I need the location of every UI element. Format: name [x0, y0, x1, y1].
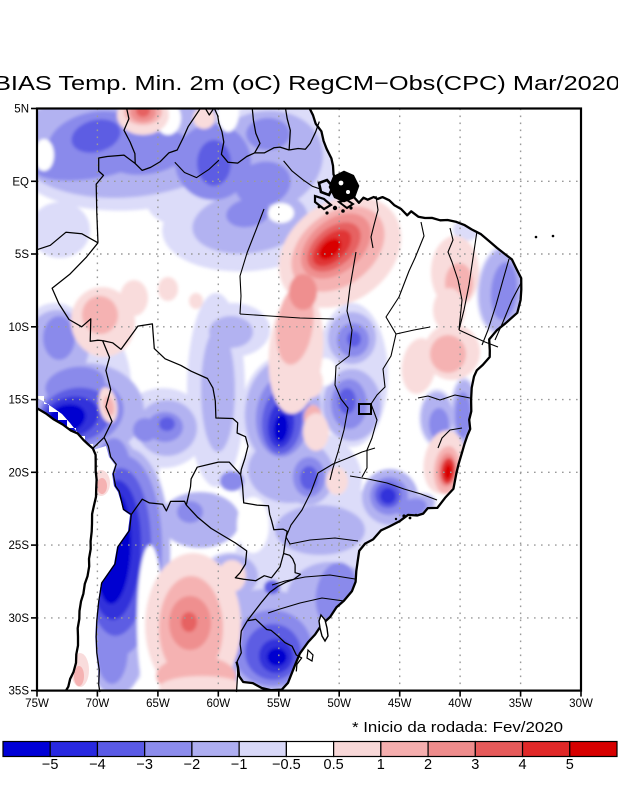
svg-text:35W: 35W — [509, 698, 533, 710]
svg-text:−0.5: −0.5 — [272, 757, 301, 773]
svg-text:−4: −4 — [89, 757, 106, 773]
svg-text:65W: 65W — [146, 698, 170, 710]
svg-text:45W: 45W — [388, 698, 412, 710]
svg-text:−2: −2 — [184, 757, 201, 773]
svg-text:* Inicio da rodada: Fev/2020: * Inicio da rodada: Fev/2020 — [352, 720, 563, 736]
svg-text:30W: 30W — [569, 698, 593, 710]
svg-text:60W: 60W — [206, 698, 230, 710]
svg-text:35S: 35S — [9, 686, 30, 698]
svg-text:EQ: EQ — [12, 176, 29, 188]
svg-text:55W: 55W — [267, 698, 291, 710]
svg-text:10S: 10S — [9, 322, 30, 334]
svg-text:70W: 70W — [86, 698, 110, 710]
svg-text:20S: 20S — [9, 467, 30, 479]
svg-text:4: 4 — [518, 757, 526, 773]
svg-text:0.5: 0.5 — [324, 757, 344, 773]
svg-text:75W: 75W — [25, 698, 49, 710]
svg-text:5S: 5S — [15, 249, 29, 261]
svg-text:3: 3 — [471, 757, 479, 773]
svg-text:30S: 30S — [9, 613, 30, 625]
svg-text:15S: 15S — [9, 395, 30, 407]
svg-text:5: 5 — [566, 757, 574, 773]
svg-text:−1: −1 — [231, 757, 248, 773]
svg-text:2: 2 — [424, 757, 432, 773]
svg-text:−3: −3 — [136, 757, 153, 773]
svg-text:−5: −5 — [42, 757, 59, 773]
svg-text:50W: 50W — [327, 698, 351, 710]
svg-text:1: 1 — [377, 757, 385, 773]
svg-text:5N: 5N — [14, 104, 29, 116]
svg-text:BIAS Temp. Min. 2m (oC) RegCM−: BIAS Temp. Min. 2m (oC) RegCM−Obs(CPC) M… — [0, 72, 618, 95]
svg-text:40W: 40W — [448, 698, 472, 710]
svg-text:25S: 25S — [9, 540, 30, 552]
